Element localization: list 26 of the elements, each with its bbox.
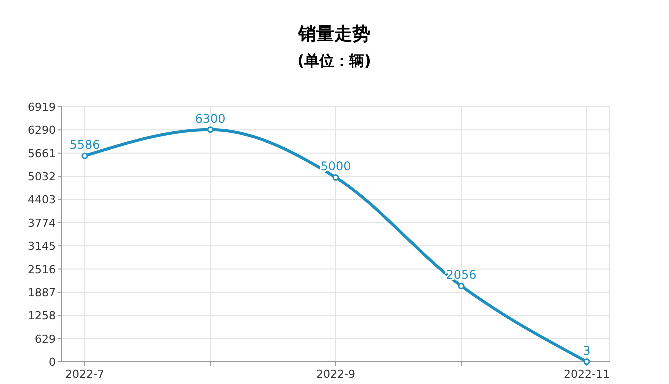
x-tick-label: 2022-11 bbox=[564, 368, 610, 381]
y-tick-label: 5032 bbox=[28, 170, 56, 184]
data-label: 3 bbox=[583, 344, 591, 358]
y-tick-label: 4403 bbox=[28, 194, 56, 207]
y-tick-label: 6919 bbox=[28, 101, 56, 114]
y-tick-label: 1887 bbox=[28, 286, 56, 300]
y-tick-label: 3145 bbox=[28, 240, 56, 254]
chart-title: 销量走势 bbox=[298, 24, 370, 45]
chart-subtitle: (单位：辆) bbox=[298, 52, 372, 70]
data-label: 5586 bbox=[70, 138, 100, 152]
point bbox=[584, 358, 590, 366]
x-tick-label: 2022-9 bbox=[316, 368, 356, 381]
y-tick-label: 3774 bbox=[28, 216, 56, 230]
y-tick-label: 2516 bbox=[28, 263, 56, 276]
data-label: 6300 bbox=[195, 112, 226, 126]
point bbox=[332, 174, 340, 181]
y-tick-label: 6290 bbox=[28, 124, 56, 138]
x-tick-label: 2022-7 bbox=[66, 368, 104, 381]
y-tick-label: 629 bbox=[35, 332, 56, 346]
point bbox=[82, 152, 88, 160]
data-label: 5000 bbox=[320, 160, 352, 174]
y-tick-label: 0 bbox=[49, 356, 56, 369]
y-tick-label: 5661 bbox=[28, 147, 56, 160]
point bbox=[207, 126, 214, 134]
y-tick-label: 1258 bbox=[28, 310, 56, 323]
point bbox=[458, 282, 465, 290]
